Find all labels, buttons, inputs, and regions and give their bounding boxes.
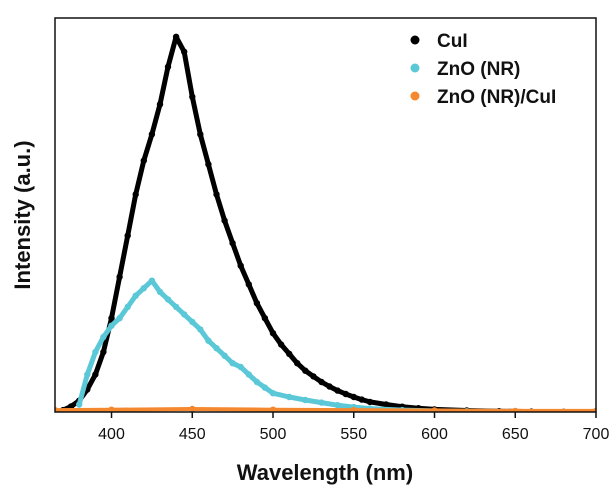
data-point xyxy=(294,360,301,367)
data-point xyxy=(229,239,236,247)
data-point xyxy=(189,318,196,326)
data-point xyxy=(197,326,204,333)
x-tick-label: 450 xyxy=(179,426,206,443)
data-point xyxy=(350,406,357,412)
data-point xyxy=(286,393,293,401)
data-point xyxy=(156,101,164,108)
data-point xyxy=(221,352,228,359)
data-point xyxy=(302,396,309,404)
data-point xyxy=(342,390,349,398)
x-tick-label: 650 xyxy=(502,426,529,443)
legend-marker xyxy=(410,35,420,45)
legend-marker xyxy=(410,63,420,73)
data-point xyxy=(189,405,196,412)
data-point xyxy=(181,311,188,318)
data-point xyxy=(512,407,519,412)
data-point xyxy=(213,191,220,198)
data-point xyxy=(84,371,91,378)
data-point xyxy=(221,217,228,224)
legend-label: ZnO (NR)/CuI xyxy=(437,87,556,108)
data-point xyxy=(229,360,236,367)
data-point xyxy=(164,63,172,70)
data-point xyxy=(156,288,164,296)
data-point xyxy=(358,396,365,403)
data-point xyxy=(431,407,438,412)
data-point xyxy=(172,303,180,311)
legend-marker xyxy=(410,91,420,101)
data-point xyxy=(132,191,139,198)
data-point xyxy=(92,371,99,378)
data-point xyxy=(326,383,333,390)
x-tick-label: 600 xyxy=(421,426,448,443)
data-point xyxy=(318,399,325,406)
series-line xyxy=(55,407,596,412)
legend: CuI ZnO (NR) ZnO (NR)/CuI xyxy=(410,31,556,108)
data-point xyxy=(318,378,325,386)
data-point xyxy=(148,131,156,138)
data-point xyxy=(189,93,196,101)
data-point xyxy=(269,330,277,337)
data-point xyxy=(124,303,131,311)
legend-label: ZnO (NR) xyxy=(437,59,520,80)
data-point xyxy=(55,406,59,412)
data-point xyxy=(108,315,115,322)
data-point xyxy=(124,232,131,239)
data-point xyxy=(108,406,115,412)
data-point xyxy=(116,315,123,322)
data-point xyxy=(277,341,285,348)
data-point xyxy=(92,348,99,356)
x-tick-label: 500 xyxy=(260,426,287,443)
data-point xyxy=(148,277,156,284)
data-point xyxy=(310,373,317,380)
data-point xyxy=(132,292,139,299)
data-point xyxy=(592,407,596,412)
data-point xyxy=(334,387,341,394)
data-point xyxy=(245,281,252,288)
data-point xyxy=(164,296,172,303)
data-point xyxy=(261,315,269,322)
data-point xyxy=(108,322,115,329)
x-tick-label: 400 xyxy=(98,426,125,443)
series-1 xyxy=(76,277,596,412)
data-point xyxy=(76,401,83,408)
data-point xyxy=(302,367,309,374)
data-point xyxy=(245,371,252,378)
y-axis-title: Intensity (a.u.) xyxy=(10,140,35,289)
data-point xyxy=(213,345,220,352)
legend-label: CuI xyxy=(437,31,468,52)
data-point xyxy=(140,285,147,292)
data-point xyxy=(350,393,357,401)
data-point xyxy=(100,348,107,356)
data-point xyxy=(197,131,204,138)
data-point xyxy=(253,300,261,307)
data-point xyxy=(253,378,261,386)
x-axis: 400 450 500 550 600 650 700 xyxy=(98,412,609,443)
data-point xyxy=(100,333,107,341)
plot-frame xyxy=(54,17,597,413)
data-point xyxy=(269,390,277,397)
data-point xyxy=(116,273,123,281)
data-point xyxy=(237,363,244,371)
data-point xyxy=(237,262,244,269)
x-axis-title: Wavelength (nm) xyxy=(237,460,413,485)
series-2 xyxy=(55,405,596,412)
series-layer xyxy=(55,33,596,412)
x-tick-label: 550 xyxy=(340,426,367,443)
data-point xyxy=(269,406,277,412)
data-point xyxy=(181,48,188,55)
data-point xyxy=(172,33,180,40)
data-point xyxy=(366,398,374,406)
data-point xyxy=(286,350,293,357)
x-tick-label: 700 xyxy=(583,426,610,443)
data-point xyxy=(334,402,341,409)
data-point xyxy=(382,401,390,408)
data-point xyxy=(140,157,147,164)
data-point xyxy=(205,337,212,344)
data-point xyxy=(261,384,269,391)
data-point xyxy=(205,161,212,168)
